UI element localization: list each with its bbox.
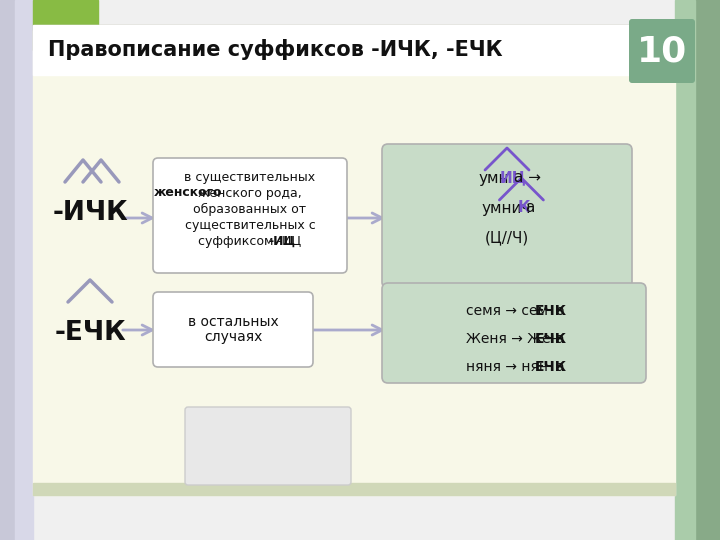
- Text: ЕЧК: ЕЧК: [534, 304, 567, 318]
- Text: К: К: [518, 200, 531, 215]
- Text: ИЦ: ИЦ: [500, 171, 526, 186]
- Text: няня → нян: няня → нян: [467, 360, 549, 374]
- Text: -ЕЧК: -ЕЧК: [54, 320, 126, 346]
- Text: а: а: [525, 200, 534, 215]
- Text: семя → сем: семя → сем: [467, 304, 549, 318]
- Text: -ИЦ: -ИЦ: [268, 234, 295, 247]
- Bar: [695, 0, 720, 540]
- FancyBboxPatch shape: [153, 292, 313, 367]
- Text: -ИЧК: -ИЧК: [52, 200, 128, 226]
- Text: (Ц//Ч): (Ц//Ч): [485, 231, 529, 246]
- Text: суффиксом -ИЦ: суффиксом -ИЦ: [199, 234, 302, 247]
- Text: ЕЧК: ЕЧК: [534, 360, 567, 374]
- Text: образованных от: образованных от: [194, 202, 307, 215]
- Bar: [33, 30, 675, 495]
- FancyBboxPatch shape: [153, 158, 347, 273]
- Text: а: а: [555, 360, 564, 374]
- Text: а →: а →: [514, 171, 541, 186]
- Text: в остальных: в остальных: [188, 314, 279, 328]
- FancyBboxPatch shape: [629, 19, 695, 83]
- Bar: [33, 25, 633, 50]
- Bar: [0, 0, 15, 540]
- FancyBboxPatch shape: [382, 144, 632, 288]
- Text: Женя → Жен: Женя → Жен: [467, 332, 560, 346]
- FancyBboxPatch shape: [382, 283, 646, 383]
- Text: случаях: случаях: [204, 330, 262, 345]
- Bar: [33, 483, 675, 495]
- Text: умн: умн: [478, 171, 509, 186]
- FancyBboxPatch shape: [185, 407, 351, 485]
- Bar: [675, 0, 695, 540]
- Bar: [15, 0, 33, 540]
- Text: ЕЧК: ЕЧК: [534, 332, 567, 346]
- Text: существительных с: существительных с: [184, 219, 315, 232]
- Text: женского рода,: женского рода,: [198, 186, 302, 199]
- Text: Правописание суффиксов -ИЧК, -ЕЧК: Правописание суффиксов -ИЧК, -ЕЧК: [48, 39, 503, 60]
- Text: женского: женского: [153, 186, 222, 199]
- Text: умнич: умнич: [482, 200, 531, 215]
- Bar: [33, 25, 675, 75]
- Text: а: а: [555, 332, 564, 346]
- Text: 10: 10: [637, 34, 687, 68]
- Bar: [33, 0, 98, 25]
- Text: о: о: [555, 304, 563, 318]
- Text: в существительных: в существительных: [184, 171, 315, 184]
